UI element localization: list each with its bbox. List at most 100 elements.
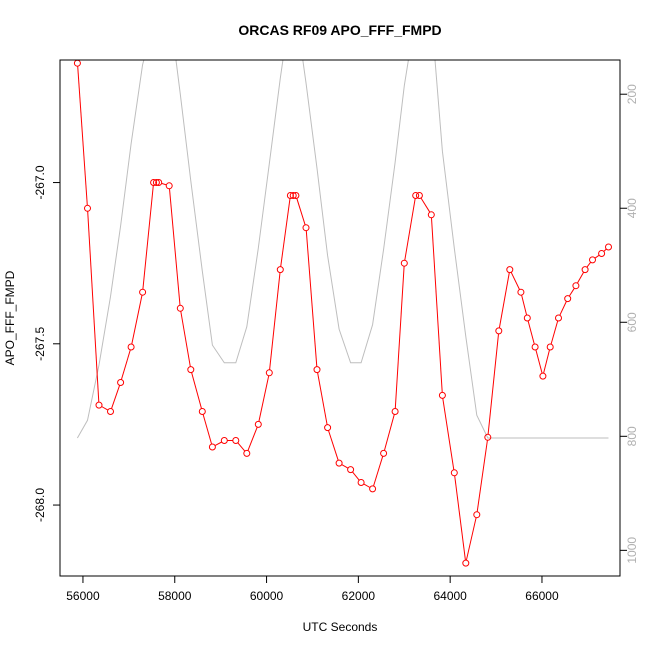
y2-tick-label: 1000	[625, 537, 639, 564]
data-point	[152, 179, 160, 186]
primary-series-segment	[120, 349, 131, 380]
primary-series-segment	[521, 294, 528, 316]
data-point	[523, 314, 531, 322]
primary-series-segment	[363, 483, 371, 488]
y-axis-label: APO_FFF_FMPD	[3, 270, 17, 365]
secondary-series-line	[76, 60, 609, 439]
data-point	[187, 366, 195, 374]
data-point	[555, 314, 562, 322]
primary-series-segment	[550, 320, 559, 345]
primary-series-segment	[603, 248, 607, 252]
data-point	[369, 485, 377, 493]
data-point	[539, 372, 547, 380]
x-tick-label: 56000	[66, 589, 100, 603]
primary-series-segment	[543, 349, 550, 374]
y2-tick-label: 400	[625, 198, 639, 218]
x-tick-label: 58000	[158, 589, 192, 603]
primary-series-segment	[161, 182, 167, 186]
data-point	[243, 449, 251, 457]
data-point	[292, 192, 300, 199]
primary-series-segment	[77, 66, 88, 206]
y2-tick-label: 800	[625, 426, 639, 446]
y2-tick-label: 600	[625, 312, 639, 332]
data-point	[155, 179, 163, 186]
primary-series-segment	[510, 272, 520, 290]
y2-tick-label: 200	[625, 84, 639, 104]
data-point	[357, 479, 365, 486]
y-tick-label: -267.5	[33, 326, 47, 360]
primary-series-segment	[487, 333, 499, 435]
data-point	[484, 433, 492, 441]
data-point	[139, 288, 147, 296]
data-point	[473, 511, 481, 519]
primary-series-segment	[305, 230, 318, 367]
series-layer	[73, 59, 612, 567]
primary-series-segment	[586, 261, 591, 268]
data-point	[564, 295, 572, 303]
data-point	[265, 369, 273, 377]
data-point	[412, 192, 420, 199]
x-tick-label: 64000	[433, 589, 467, 603]
primary-series-segment	[142, 185, 154, 290]
x-axis-label: UTC Seconds	[303, 620, 378, 634]
x-tick-label: 62000	[342, 589, 376, 603]
data-point	[438, 391, 446, 399]
plot-frame	[59, 59, 621, 577]
data-point	[313, 366, 321, 374]
data-point	[176, 304, 184, 312]
primary-series-segment	[383, 414, 395, 451]
data-point	[84, 204, 91, 212]
primary-series-segment	[247, 427, 258, 451]
data-point	[415, 192, 423, 199]
data-point	[335, 459, 343, 467]
data-point	[506, 266, 514, 274]
data-point	[208, 443, 216, 451]
data-point	[495, 327, 503, 335]
primary-series-segment	[111, 385, 121, 409]
data-point	[427, 211, 435, 219]
data-point	[220, 437, 228, 444]
data-point	[127, 343, 135, 351]
primary-series-segment	[594, 254, 600, 259]
data-point	[531, 343, 539, 351]
primary-series-segment	[373, 456, 384, 487]
primary-series-segment	[465, 517, 477, 561]
data-point	[289, 192, 297, 199]
primary-series-segment	[559, 301, 567, 316]
primary-series-segment	[454, 475, 466, 561]
primary-series-segment	[568, 288, 575, 297]
data-point	[254, 420, 262, 428]
data-point	[572, 282, 580, 290]
data-point	[107, 408, 114, 415]
y-tick-label: -268.0	[33, 488, 47, 522]
x-tick-label: 60000	[250, 589, 284, 603]
axes-layer: 56000 58000 60000 62000 64000 66000 -267.0 -267…	[33, 84, 639, 603]
y-tick-label: -267.0	[33, 165, 47, 199]
primary-series-segment	[527, 320, 535, 345]
data-point	[400, 259, 408, 267]
data-point	[546, 343, 554, 351]
primary-series-segment	[317, 372, 328, 425]
primary-series-segment	[296, 198, 306, 225]
data-point	[581, 266, 589, 274]
primary-series-segment	[341, 464, 349, 469]
data-point	[347, 466, 355, 474]
data-point	[324, 424, 332, 432]
data-point	[95, 401, 103, 409]
primary-series-segment	[476, 440, 488, 512]
data-point	[589, 256, 596, 264]
primary-series-segment	[498, 272, 510, 328]
data-point	[165, 182, 173, 190]
data-point	[391, 408, 399, 415]
primary-series-segment	[87, 211, 100, 403]
primary-series-segment	[576, 271, 585, 284]
primary-series-segment	[442, 398, 455, 470]
primary-series-segment	[404, 198, 416, 261]
primary-series-segment	[420, 197, 431, 213]
primary-series-segment	[191, 372, 202, 409]
primary-series-segment	[352, 471, 360, 481]
primary-series-segment	[328, 430, 339, 461]
primary-series-segment	[214, 441, 222, 447]
